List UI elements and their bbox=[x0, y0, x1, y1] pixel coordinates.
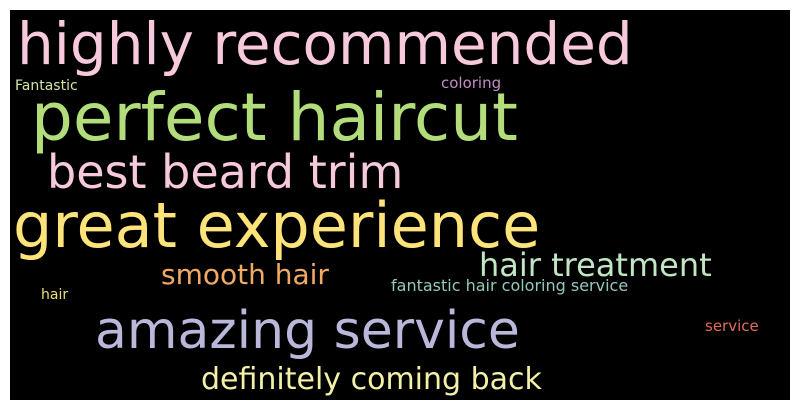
word-amazing-service: amazing service bbox=[95, 301, 520, 361]
word-highly-recommended: highly recommended bbox=[17, 10, 633, 78]
word-definitely-coming-back: definitely coming back bbox=[201, 362, 542, 397]
word-hair: hair bbox=[41, 287, 69, 303]
word-perfect-haircut: perfect haircut bbox=[31, 79, 518, 156]
word-coloring: coloring bbox=[441, 74, 502, 92]
word-cloud: highly recommended perfect haircut best … bbox=[10, 10, 790, 400]
word-great-experience: great experience bbox=[13, 189, 541, 262]
word-fantastic: Fantastic bbox=[15, 78, 78, 94]
word-best-beard-trim: best beard trim bbox=[47, 145, 404, 199]
word-smooth-hair: smooth hair bbox=[161, 258, 329, 291]
word-service: service bbox=[705, 317, 759, 335]
word-fantastic-hair-coloring-service: fantastic hair coloring service bbox=[391, 276, 629, 295]
word-hair-treatment: hair treatment bbox=[479, 246, 712, 284]
